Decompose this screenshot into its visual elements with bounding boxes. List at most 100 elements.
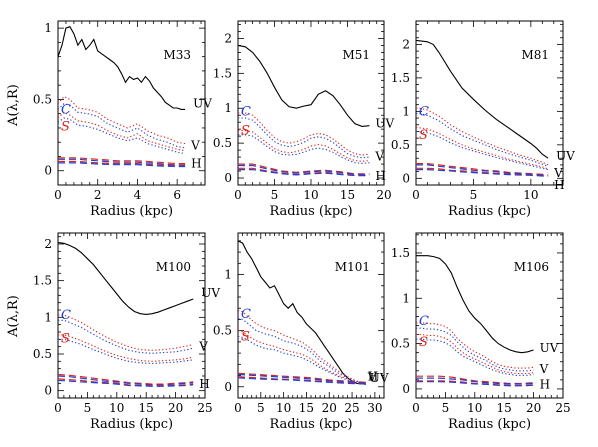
marker-s: S <box>419 128 428 143</box>
y-tick-label: 0.5 <box>33 92 52 106</box>
series-line-v <box>58 319 194 354</box>
marker-s: S <box>241 124 250 139</box>
marker-c: C <box>61 308 71 323</box>
plot-frame <box>57 20 206 186</box>
y-tick-label: 1 <box>44 310 52 324</box>
series-line-v <box>58 338 194 365</box>
series-line-h <box>58 378 194 387</box>
curves-group <box>58 26 186 168</box>
series-line-uv <box>58 241 194 315</box>
series-line-v <box>416 338 534 376</box>
y-tick-label: 1 <box>402 104 410 118</box>
marker-c: C <box>241 307 251 322</box>
plot-frame <box>237 20 385 186</box>
curve-label-v: V <box>539 362 549 376</box>
x-tick-label: 20 <box>322 401 337 415</box>
x-tick-label: 20 <box>168 401 183 415</box>
series-line-h <box>58 373 194 385</box>
curve-label-uv: UV <box>540 341 559 355</box>
series-line-v <box>238 317 366 384</box>
series-line-h <box>416 169 549 177</box>
x-tick-label: 5 <box>271 188 279 202</box>
series-line-uv <box>238 44 370 127</box>
galaxy-label: M33 <box>163 48 191 62</box>
x-tick-label: 10 <box>109 401 124 415</box>
marker-c: C <box>419 314 429 329</box>
x-tick-label: 20 <box>526 401 541 415</box>
curve-label-h: H <box>540 378 550 392</box>
series-line-uv <box>416 39 549 159</box>
curve-label-v: V <box>553 166 563 180</box>
x-axis-title: Radius (kpc) <box>90 417 173 432</box>
y-axis-title-top: A(λ,R) <box>6 84 21 127</box>
x-tick-label: 0 <box>54 188 62 202</box>
series-line-h <box>58 379 194 387</box>
panel-m100: 0 5 10 15 20 25 0 0.5 1 1.5 2 Radius (kpc) M100 UV V H C… <box>33 232 220 432</box>
x-tick-label: 25 <box>344 401 359 415</box>
x-tick-label: 25 <box>197 401 212 415</box>
series-line-h <box>416 164 549 176</box>
curve-label-uv: UV <box>370 371 389 385</box>
series-line-v <box>58 103 186 149</box>
x-tick-label: 10 <box>523 188 538 202</box>
y-tick-label: 0.5 <box>213 136 232 150</box>
galaxy-label: M81 <box>521 48 549 62</box>
plot-frame <box>415 232 564 399</box>
y-tick-label: 1.5 <box>391 71 410 85</box>
y-tick-label: 2 <box>224 31 232 45</box>
marker-c: C <box>61 102 71 117</box>
curve-label-h: H <box>368 369 378 383</box>
x-axis-title: Radius (kpc) <box>269 204 352 219</box>
x-tick-label: 15 <box>139 401 154 415</box>
series-line-h <box>238 372 366 383</box>
x-tick-label: 5 <box>84 401 92 415</box>
series-line-v <box>238 330 366 385</box>
galaxy-label: M101 <box>335 260 370 274</box>
x-tick-label: 4 <box>134 188 142 202</box>
curve-label-v: V <box>190 139 200 153</box>
x-tick-label: 0 <box>234 188 242 202</box>
x-tick-label: 2 <box>94 188 102 202</box>
panel-m51: 0 5 10 15 20 0 0.5 1 1.5 2 Radius (kpc) M51 UV VH CS <box>213 20 395 219</box>
curves-group <box>58 241 194 387</box>
galaxy-label: M106 <box>514 260 549 274</box>
x-tick-label: 5 <box>257 401 265 415</box>
plot-frame <box>57 232 206 399</box>
y-tick-label: 0.5 <box>213 324 232 338</box>
x-tick-label: 0 <box>412 401 420 415</box>
plot-frame <box>415 20 564 186</box>
plot-frame <box>237 232 385 399</box>
x-tick-label: 30 <box>367 401 382 415</box>
x-tick-label: 10 <box>303 188 318 202</box>
x-axis-title: Radius (kpc) <box>269 417 352 432</box>
x-tick-label: 15 <box>299 401 314 415</box>
series-line-v <box>416 112 549 167</box>
curves-group <box>238 240 366 386</box>
marker-c: C <box>241 105 251 120</box>
curve-label-uv: UV <box>375 117 394 131</box>
panel-m33: 0 2 4 6 0 0.5 1 Radius (kpc) M33 UV VH CS <box>33 20 212 219</box>
y-tick-label: 0.5 <box>391 337 410 351</box>
x-tick-label: 5 <box>442 401 450 415</box>
y-tick-label: 1.5 <box>391 246 410 260</box>
y-tick-label: 0 <box>44 384 52 398</box>
series-line-v <box>238 117 370 159</box>
series-line-h <box>58 158 186 166</box>
galaxy-label: M51 <box>342 48 370 62</box>
curve-label-h: H <box>199 377 209 391</box>
series-line-v <box>238 335 366 386</box>
y-tick-label: 1.5 <box>213 66 232 80</box>
y-tick-label: 1.5 <box>33 274 52 288</box>
y-tick-label: 1 <box>402 291 410 305</box>
y-tick-label: 0.5 <box>33 347 52 361</box>
x-tick-label: 6 <box>173 188 181 202</box>
series-line-uv <box>58 26 186 110</box>
x-tick-label: 10 <box>276 401 291 415</box>
curve-label-h: H <box>554 178 564 192</box>
curve-label-v: V <box>198 339 208 353</box>
y-tick-label: 2 <box>402 37 410 51</box>
series-line-v <box>58 111 186 152</box>
series-line-v <box>416 130 549 171</box>
